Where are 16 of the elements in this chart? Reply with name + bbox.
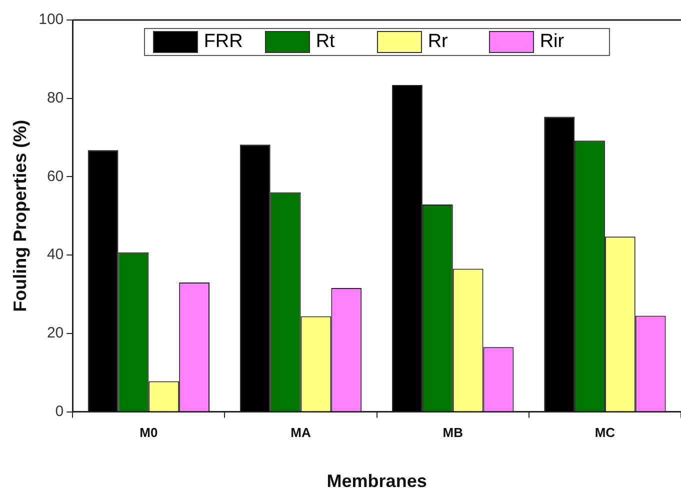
y-tick-label: 100: [38, 11, 64, 28]
x-axis-title: Membranes: [326, 471, 427, 492]
legend-label: Rr: [428, 31, 448, 53]
legend-label: FRR: [204, 31, 243, 53]
legend-label: Rir: [540, 31, 564, 53]
y-tick-label: 0: [55, 402, 64, 420]
x-tick-label: MC: [594, 425, 616, 440]
y-tick-label: 60: [46, 168, 64, 185]
y-tick-label: 40: [46, 246, 64, 264]
x-tick-label: M0: [140, 425, 158, 440]
y-tick-label: 20: [46, 324, 64, 342]
x-tick-label: MB: [442, 425, 463, 440]
y-tick-label: 80: [46, 90, 64, 106]
legend-label: Rt: [316, 31, 335, 53]
x-tick-label: MA: [290, 425, 312, 440]
y-axis-title: Fouling Properties (%): [10, 120, 30, 312]
